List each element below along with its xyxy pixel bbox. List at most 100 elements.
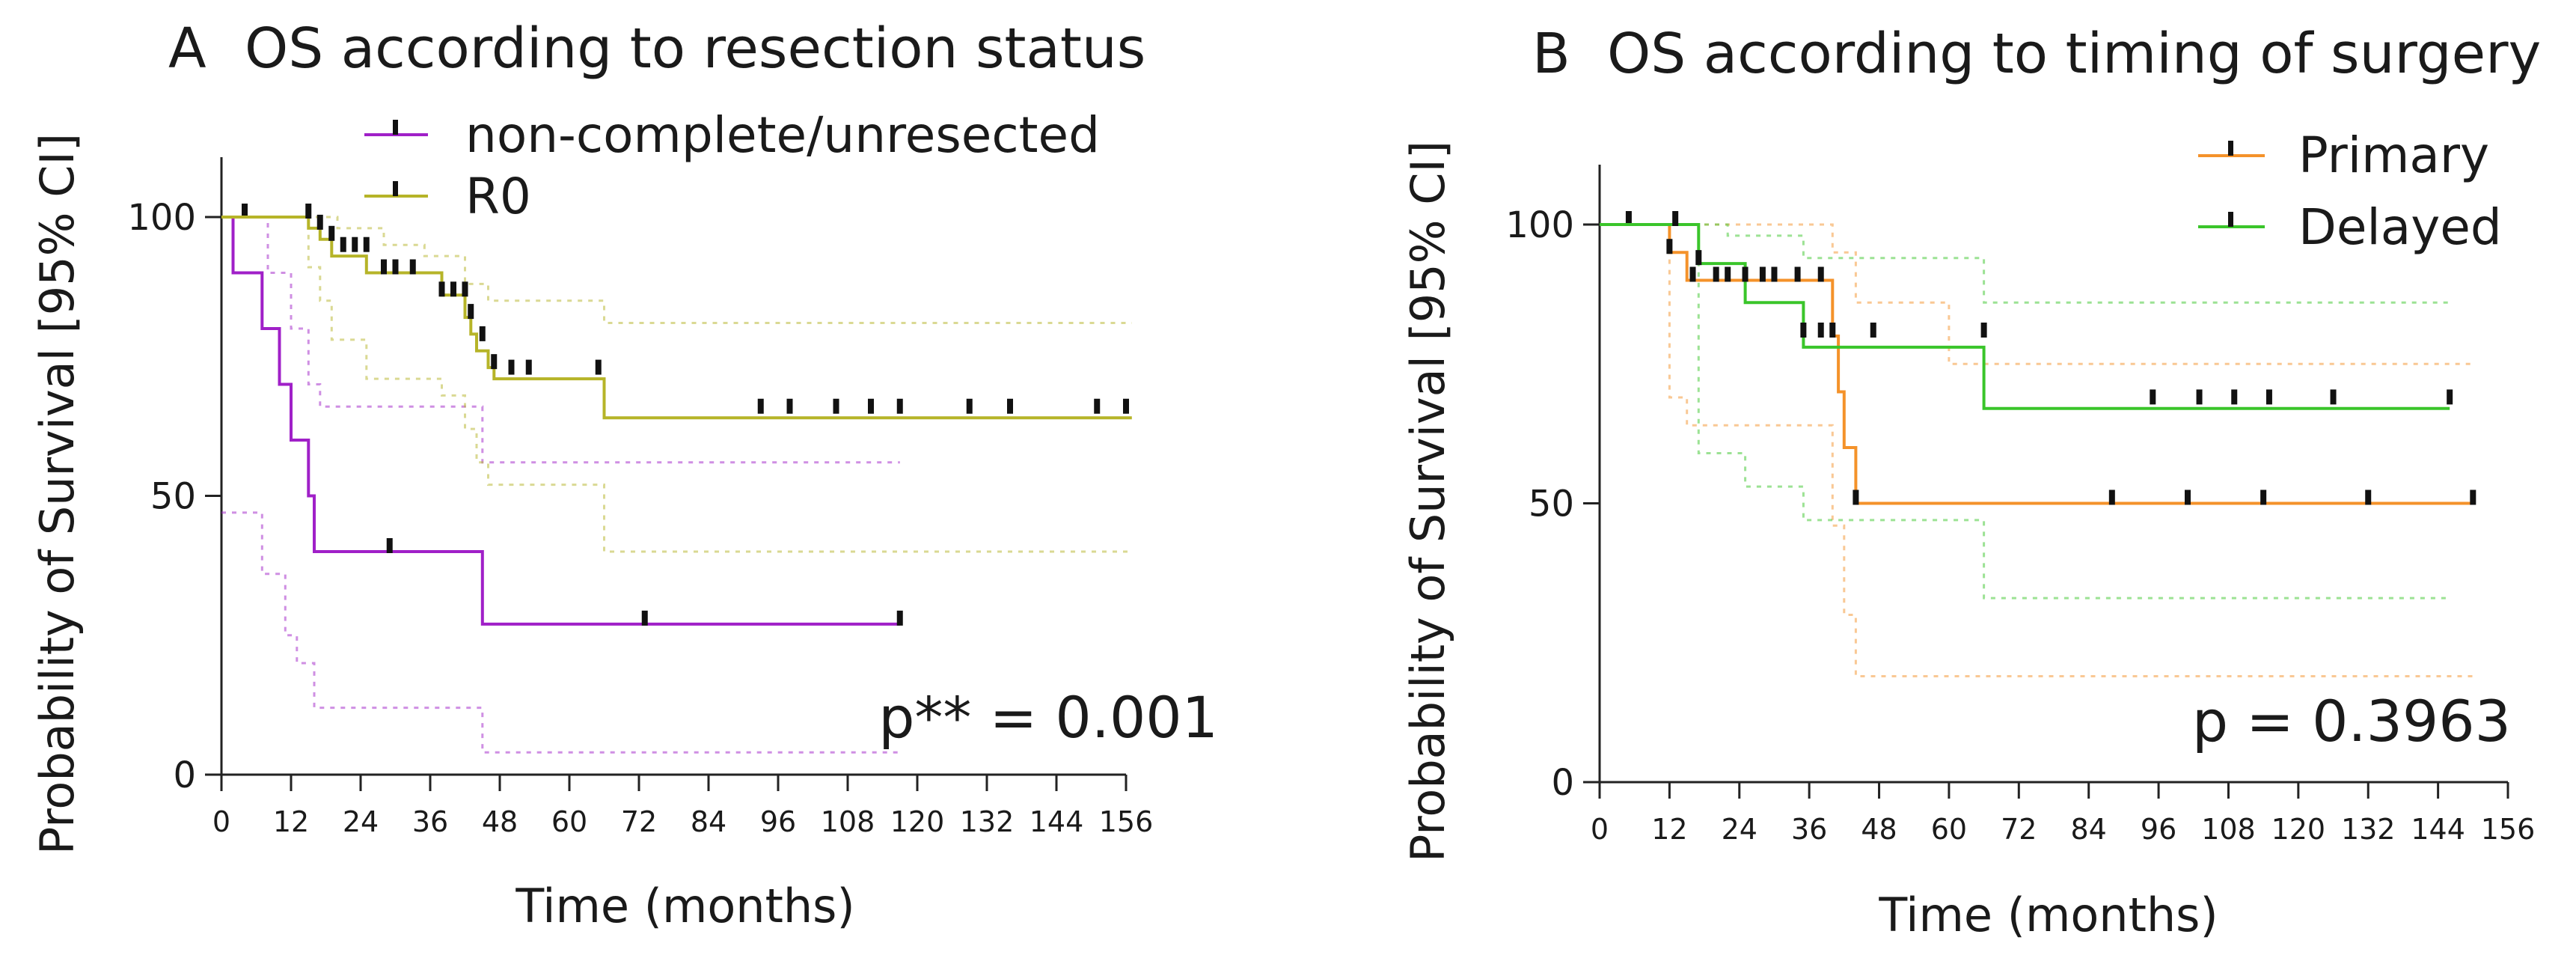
x-tick-label: 108 [821,805,875,838]
x-tick-label: 0 [212,805,230,838]
censor-mark-non-complete-unresected [641,610,648,626]
y-tick-label: 50 [1529,484,1574,525]
panel-a-axes: 0 12 24 36 48 60 72 84 96 108 120 132 144 156 0 50 100 [127,157,1153,838]
censor-mark-primary [1829,323,1836,338]
censor-mark-primary [1771,266,1778,282]
censor-mark-non-complete-unresected [242,204,248,219]
ci-lower-r0 [221,216,1132,553]
y-tick-label: 0 [173,754,196,796]
censor-mark-r0 [305,204,312,219]
censor-mark-primary [1625,211,1632,226]
censor-mark-primary [2470,489,2476,505]
censor-mark-r0 [1123,398,1129,414]
censor-mark-r0 [525,359,532,375]
censor-mark-primary [2108,489,2115,505]
y-tick-label: 0 [1551,762,1574,804]
censor-mark-r0 [340,237,346,252]
censor-mark-primary [2260,489,2267,505]
panel-a-pvalue: p** = 0.001 [878,684,1218,751]
censor-mark-r0 [316,214,323,230]
censor-mark-primary [1725,266,1731,282]
censor-mark-r0 [786,398,793,414]
survival-line-delayed [1600,223,2450,410]
x-tick-label: 120 [890,805,945,838]
x-tick-label: 120 [2271,813,2326,846]
x-tick-label: 72 [621,805,657,838]
x-tick-label: 144 [1030,805,1084,838]
censor-mark-r0 [438,281,445,297]
panel-a-ylabel: Probability of Survival [95% CI] [30,133,85,855]
panel-a: A OS according to resection status non-c… [30,16,1218,933]
censor-mark-r0 [479,326,486,341]
legend-b-delayed-marker [2228,212,2233,227]
legend-a-r0-marker [393,181,398,196]
censor-mark-primary [1713,266,1719,282]
panel-a-letter: A [168,16,206,81]
survival-line-r0 [221,216,1132,420]
censor-mark-r0 [966,398,973,414]
panel-b-xlabel: Time (months) [1878,888,2218,942]
x-tick-label: 0 [1591,813,1609,846]
ci-upper-non-complete-unresected [221,216,900,464]
censor-mark-primary [1689,266,1696,282]
panel-a-xlabel: Time (months) [515,879,854,933]
censor-mark-r0 [1094,398,1101,414]
panel-b: B OS according to timing of surgery Prim… [1401,22,2541,942]
censor-mark-r0 [868,398,874,414]
legend-b-primary-marker [2228,141,2233,156]
censor-mark-r0 [896,398,903,414]
censor-mark-r0 [468,304,474,320]
y-tick-label: 50 [150,476,196,518]
x-tick-label: 96 [760,805,796,838]
x-tick-label: 12 [273,805,309,838]
x-tick-label: 48 [1861,813,1897,846]
x-tick-label: 24 [343,805,379,838]
censor-mark-primary [1759,266,1766,282]
censor-mark-primary [1666,239,1673,254]
censor-mark-r0 [462,281,468,297]
x-tick-label: 36 [412,805,448,838]
panel-b-pvalue: p = 0.3963 [2192,688,2511,754]
censor-mark-r0 [409,259,416,275]
censor-mark-r0 [450,281,456,297]
panel-a-title: OS according to resection status [245,16,1145,81]
survival-line-non-complete-unresected [221,216,900,626]
censor-mark-r0 [352,237,358,252]
censor-mark-primary [2365,489,2372,505]
legend-a-r0-label: R0 [465,168,531,225]
censor-mark-delayed [1800,323,1807,338]
legend-b-delayed-label: Delayed [2298,198,2502,256]
x-tick-label: 72 [2001,813,2037,846]
censor-mark-delayed [2447,389,2453,405]
censor-mark-delayed [2231,389,2238,405]
panel-b-legend: Primary Delayed [2198,126,2502,256]
censor-mark-r0 [392,259,399,275]
ci-upper-delayed [1600,223,2450,304]
x-tick-label: 132 [2341,813,2396,846]
y-tick-label: 100 [127,197,196,239]
x-tick-label: 108 [2201,813,2256,846]
x-tick-label: 48 [482,805,518,838]
x-tick-label: 12 [1651,813,1687,846]
censor-mark-r0 [491,354,498,370]
x-tick-label: 60 [1931,813,1967,846]
x-tick-label: 84 [691,805,726,838]
censor-mark-delayed [2266,389,2272,405]
censor-mark-delayed [2196,389,2203,405]
panel-b-plot-area [1600,211,2476,677]
censor-mark-delayed [1870,323,1876,338]
x-tick-label: 60 [551,805,587,838]
x-tick-label: 132 [960,805,1015,838]
censor-mark-non-complete-unresected [386,538,393,553]
censor-mark-r0 [363,237,370,252]
x-tick-label: 156 [1099,805,1154,838]
x-tick-label: 96 [2141,813,2176,846]
censor-mark-delayed [1742,266,1749,282]
panel-b-letter: B [1532,22,1570,86]
legend-b-primary-label: Primary [2298,126,2489,184]
x-tick-label: 36 [1791,813,1827,846]
censor-mark-r0 [833,398,839,414]
x-tick-label: 156 [2481,813,2536,846]
ci-lower-primary [1600,223,2473,677]
